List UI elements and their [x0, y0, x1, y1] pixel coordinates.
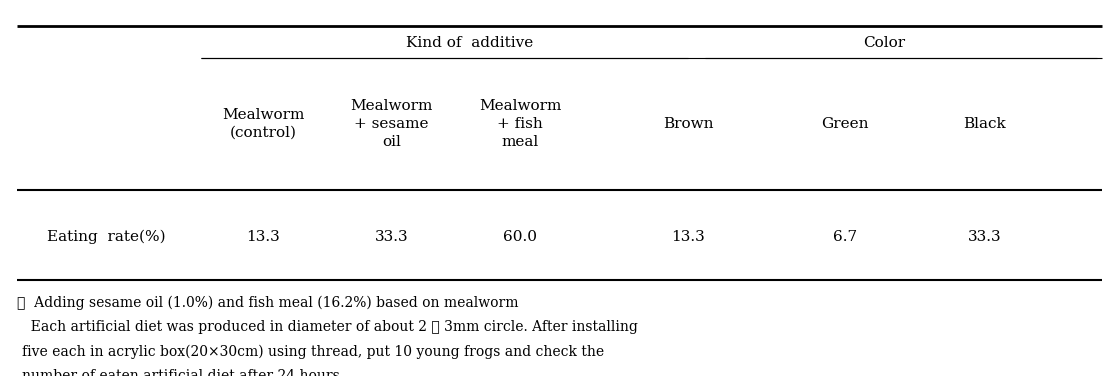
Text: 33.3: 33.3	[375, 230, 408, 244]
Text: number of eaten artificial diet after 24 hours.: number of eaten artificial diet after 24…	[22, 369, 345, 376]
Text: Each artificial diet was produced in diameter of about 2 ～ 3mm circle. After ins: Each artificial diet was produced in dia…	[22, 320, 638, 334]
Text: ※  Adding sesame oil (1.0%) and fish meal (16.2%) based on mealworm: ※ Adding sesame oil (1.0%) and fish meal…	[17, 296, 518, 310]
Text: 13.3: 13.3	[671, 230, 705, 244]
Text: Mealworm
(control): Mealworm (control)	[222, 108, 304, 140]
Text: 33.3: 33.3	[968, 230, 1002, 244]
Text: Mealworm
+ fish
meal: Mealworm + fish meal	[479, 99, 562, 149]
Text: Brown: Brown	[662, 117, 714, 131]
Text: 6.7: 6.7	[833, 230, 857, 244]
Text: 60.0: 60.0	[504, 230, 537, 244]
Text: five each in acrylic box(20×30cm) using thread, put 10 young frogs and check the: five each in acrylic box(20×30cm) using …	[22, 344, 604, 359]
Text: Mealworm
+ sesame
oil: Mealworm + sesame oil	[350, 99, 433, 149]
Text: Kind of  additive: Kind of additive	[406, 36, 534, 50]
Text: Black: Black	[963, 117, 1006, 131]
Text: 13.3: 13.3	[246, 230, 280, 244]
Text: Green: Green	[821, 117, 868, 131]
Text: Eating  rate(%): Eating rate(%)	[47, 230, 166, 244]
Text: Color: Color	[863, 36, 905, 50]
